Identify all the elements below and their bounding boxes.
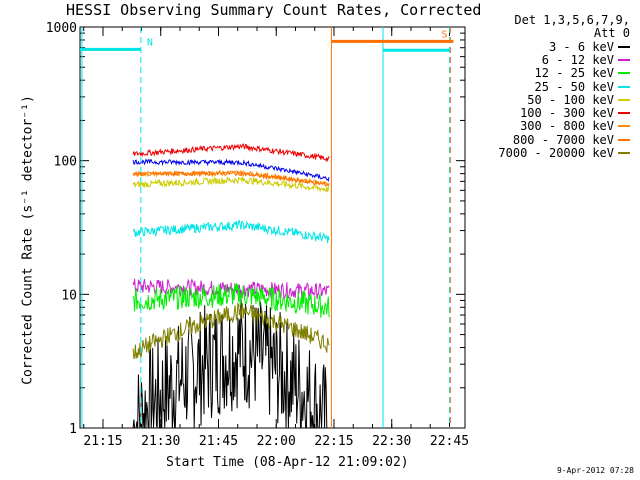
legend-swatch — [618, 152, 630, 155]
y-tick-label: 1000 — [46, 21, 77, 36]
legend-swatch — [618, 72, 630, 75]
y-tick-label: 1 — [69, 422, 77, 437]
legend-item-label: 3 - 6 keV — [548, 39, 614, 54]
legend-item: 3 - 6 keV — [480, 39, 630, 54]
flag-label: S — [441, 29, 447, 40]
legend-header-attenuator: Att 0 — [593, 26, 630, 40]
series-line — [132, 295, 330, 429]
legend-item-label: 12 - 25 keV — [534, 66, 614, 81]
legend-item: 100 - 300 keV — [480, 106, 630, 121]
plot-frame — [79, 26, 466, 429]
legend-rows: 3 - 6 keV 6 - 12 keV 12 - 25 keV 25 - 50 ke… — [480, 40, 630, 160]
x-tick-label: 21:30 — [141, 434, 180, 449]
legend-item-label: 300 - 800 keV — [520, 119, 614, 134]
legend-swatch — [618, 85, 630, 88]
series-line — [132, 302, 330, 360]
legend-swatch — [618, 98, 630, 101]
x-tick-label: 22:15 — [314, 434, 353, 449]
legend-item: 6 - 12 keV — [480, 52, 630, 67]
footer-timestamp: 9-Apr-2012 07:28 — [556, 466, 634, 475]
x-tick-label: 22:00 — [257, 434, 296, 449]
series-line — [132, 283, 330, 318]
series-line — [132, 169, 330, 188]
legend-item-label: 50 - 100 keV — [527, 92, 614, 107]
series-line — [132, 219, 330, 244]
legend-swatch — [618, 138, 630, 141]
x-tick-label: 21:15 — [83, 434, 122, 449]
y-axis-label: Corrected Count Rate (s⁻¹ detector⁻¹) — [20, 95, 36, 385]
x-axis-label: Start Time (08-Apr-12 21:09:02) — [166, 455, 409, 470]
legend-item-label: 100 - 300 keV — [520, 106, 614, 121]
y-tick-label: 10 — [61, 288, 77, 303]
series-line — [132, 158, 330, 183]
legend-item-label: 7000 - 20000 keV — [498, 146, 614, 161]
x-tick-label: 21:45 — [199, 434, 238, 449]
legend-item: 12 - 25 keV — [480, 66, 630, 81]
legend-item-label: 6 - 12 keV — [541, 52, 614, 67]
legend: Det 1,3,5,6,7,9, Att 0 3 - 6 keV 6 - 12 k… — [480, 14, 630, 160]
series-line — [132, 278, 330, 300]
legend-swatch — [618, 112, 630, 115]
legend-item: 50 - 100 keV — [480, 92, 630, 107]
flag-label: N — [147, 37, 153, 48]
legend-swatch — [618, 45, 630, 48]
series-line — [132, 169, 330, 187]
series-line — [132, 142, 330, 163]
legend-item: 300 - 800 keV — [480, 119, 630, 134]
x-tick-label: 22:45 — [430, 434, 469, 449]
legend-item: 800 - 7000 keV — [480, 132, 630, 147]
legend-item-label: 25 - 50 keV — [534, 79, 614, 94]
y-tick-label: 100 — [54, 155, 77, 170]
legend-item: 7000 - 20000 keV — [480, 146, 630, 161]
legend-header-detectors: Det 1,3,5,6,7,9, — [514, 13, 630, 27]
legend-item-label: 800 - 7000 keV — [512, 132, 614, 147]
legend-swatch — [618, 58, 630, 61]
legend-swatch — [618, 125, 630, 128]
chart-title: HESSI Observing Summary Count Rates, Cor… — [66, 1, 482, 19]
series-line — [132, 175, 330, 193]
legend-item: 25 - 50 keV — [480, 79, 630, 94]
x-tick-label: 22:30 — [372, 434, 411, 449]
